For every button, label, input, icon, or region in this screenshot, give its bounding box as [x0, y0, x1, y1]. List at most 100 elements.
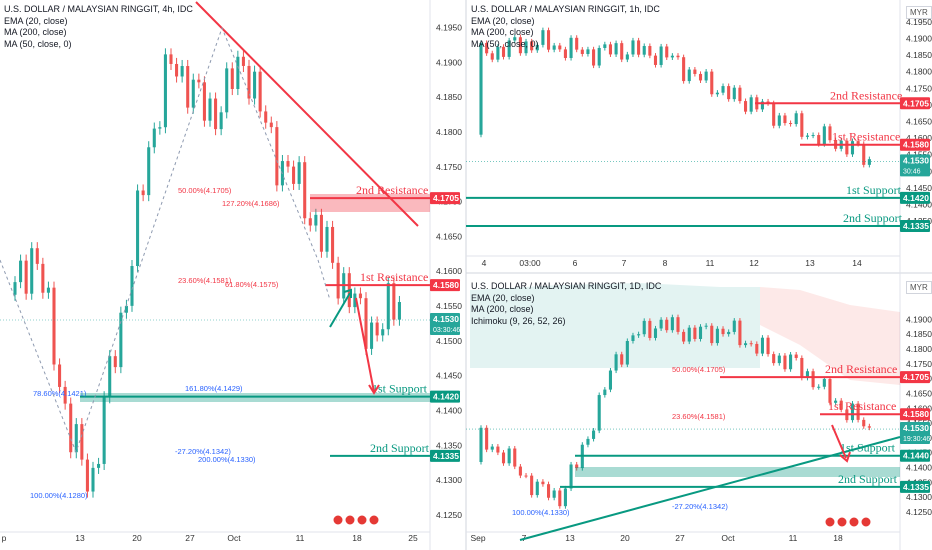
br-candle [485, 427, 489, 450]
br-candle [558, 490, 562, 507]
br-candle [546, 484, 551, 498]
tr-candle [789, 123, 793, 125]
left-candle [147, 147, 151, 196]
br-candle [794, 354, 798, 358]
br-candle [670, 317, 674, 331]
tr-level-tag-text: 4.1580 [903, 140, 929, 150]
left-candle [286, 161, 290, 167]
left-fib-label: 161.80%(4.1429) [185, 384, 243, 393]
tr-candle [743, 101, 748, 112]
br-candle [783, 355, 787, 370]
br-candle [817, 386, 821, 388]
left-candle [158, 127, 162, 129]
left-candle [375, 322, 379, 336]
br-level-label: 2nd Resistance [825, 362, 897, 376]
tr-level-tag-text: 4.1420 [903, 193, 929, 203]
br-fib-label: 100.00%(4.1330) [512, 508, 570, 517]
br-candle [850, 403, 855, 421]
left-xtick: Oct [227, 533, 241, 543]
br-ytick: 4.1850 [906, 329, 932, 339]
left-candle [46, 287, 50, 293]
tr-level-label: 2nd Resistance [830, 88, 902, 102]
left-candle [136, 190, 140, 267]
tr-xtick: 13 [805, 258, 815, 268]
tr-candle [687, 69, 691, 82]
br-candle [755, 343, 759, 354]
left-indicator-ema: EMA (20, close) [4, 15, 68, 26]
left-ytick: 4.1850 [436, 92, 462, 102]
tr-candle [507, 40, 511, 57]
tr-candle [676, 55, 680, 58]
br-down-arrowhead [839, 451, 851, 463]
left-candle [108, 356, 112, 398]
left-candle [102, 397, 106, 464]
tr-candle [727, 86, 731, 100]
br-currency-badge[interactable]: MYR [906, 281, 932, 294]
left-xtick: 13 [75, 533, 85, 543]
tr-level-tag [900, 97, 930, 110]
tr-currency-badge[interactable]: MYR [906, 6, 932, 19]
left-candle [275, 127, 279, 186]
left-candle [41, 263, 45, 293]
br-candle [687, 327, 691, 342]
br-candle [676, 317, 680, 332]
tr-candle [513, 37, 517, 41]
left-candle [297, 162, 301, 184]
left-trendline [195, 1, 419, 227]
left-candle [308, 218, 312, 226]
br-candle [563, 488, 567, 507]
tr-price-tag-time: 30:46 [903, 168, 921, 175]
left-candle [208, 98, 212, 121]
br-candle [749, 343, 753, 345]
left-fib-label: 100.00%(4.1280) [30, 491, 88, 500]
event-flag-icon [848, 516, 860, 528]
left-ytick: 4.1550 [436, 301, 462, 311]
tr-candle [592, 49, 596, 66]
br-candle [704, 325, 708, 327]
left-level-tag [430, 279, 460, 292]
br-level-tag [900, 371, 930, 384]
left-ytick: 4.1450 [436, 371, 462, 381]
left-xtick: 27 [185, 533, 195, 543]
left-xtick: 18 [352, 533, 362, 543]
left-candle [80, 424, 84, 460]
br-level-tag [900, 449, 930, 462]
left-fib-label: 61.80%(4.1575) [225, 280, 279, 289]
tr-candle [715, 92, 719, 95]
tr-candle [777, 115, 781, 126]
br-candle [732, 320, 736, 332]
bottom-right-chart-header: U.S. DOLLAR / MALAYSIAN RINGGIT, 1D, IDC… [471, 281, 661, 327]
left-candle [191, 79, 195, 108]
br-candle [760, 337, 764, 354]
left-support-zone [80, 393, 430, 402]
br-xtick: 11 [789, 533, 798, 543]
tr-candle [614, 43, 618, 55]
tr-xtick: 7 [622, 258, 627, 268]
tr-candle [828, 126, 832, 141]
tr-candle [693, 69, 697, 74]
tr-level-tag-text: 4.1335 [903, 221, 929, 231]
br-fib-label: -27.20%(4.1342) [672, 502, 728, 511]
br-candle [715, 328, 719, 344]
tr-candle [518, 37, 522, 54]
br-candle [653, 328, 658, 338]
tr-candle [817, 135, 821, 145]
tr-xtick: 12 [749, 258, 759, 268]
left-candle [152, 128, 156, 148]
br-xtick: 18 [833, 533, 843, 543]
left-up-arrow [329, 292, 351, 328]
br-candle [637, 334, 641, 336]
br-candle [535, 481, 539, 496]
br-price-tag [900, 422, 930, 445]
tr-candle [563, 49, 567, 58]
tr-candle [485, 42, 489, 54]
br-ytick: 4.1250 [906, 507, 932, 517]
left-candle [269, 122, 273, 128]
tr-candle [738, 87, 742, 102]
br-candle [862, 419, 866, 427]
left-level-label: 1st Support [372, 382, 428, 396]
br-level-label: 2nd Support [838, 472, 898, 486]
left-price-tag-time: 03:30:46 [433, 327, 460, 334]
left-down-arrow [355, 297, 375, 393]
br-down-arrow [831, 424, 847, 459]
